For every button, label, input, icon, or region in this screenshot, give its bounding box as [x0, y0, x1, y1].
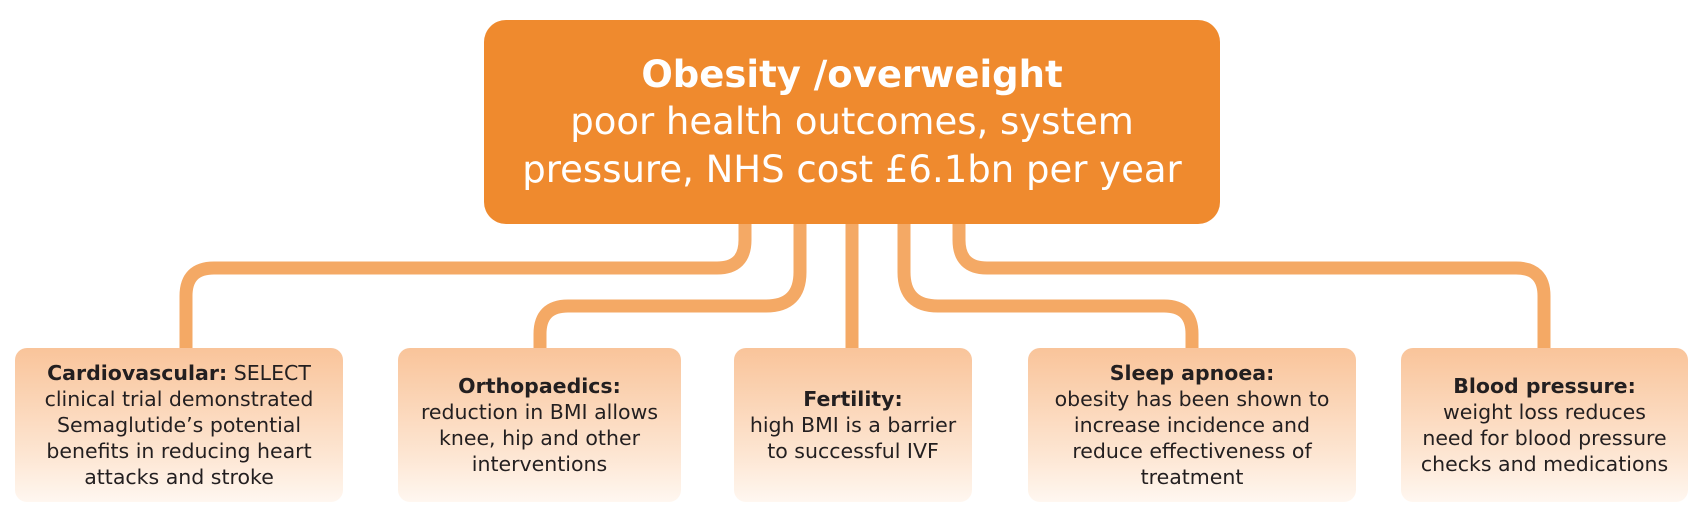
branch-label: Orthopaedics: — [458, 374, 621, 398]
branch-label: Blood pressure: — [1453, 374, 1636, 398]
branch-text: obesity has been shown to increase incid… — [1054, 387, 1330, 489]
connector-orthopaedics — [533, 224, 807, 348]
branch-blood-pressure: Blood pressure: weight loss reduces need… — [1401, 348, 1688, 502]
branch-text: weight loss reduces need for blood press… — [1420, 400, 1669, 476]
root-title: Obesity /overweight — [641, 52, 1063, 96]
root-description: poor health outcomes, system pressure, N… — [522, 99, 1182, 191]
branch-text: SELECT clinical trial demonstrated Semag… — [44, 361, 314, 489]
branch-text: reduction in BMI allows knee, hip and ot… — [420, 400, 659, 476]
connector-blood-pressure — [952, 224, 1551, 348]
branch-cardiovascular: Cardiovascular: SELECT clinical trial de… — [15, 348, 343, 502]
branch-text: high BMI is a barrier to successful IVF — [749, 413, 957, 463]
branch-orthopaedics: Orthopaedics: reduction in BMI allows kn… — [398, 348, 681, 502]
branch-fertility: Fertility: high BMI is a barrier to succ… — [734, 348, 972, 502]
root-node: Obesity /overweight poor health outcomes… — [484, 20, 1220, 224]
branch-label: Sleep apnoea: — [1109, 361, 1275, 385]
branch-label: Cardiovascular: — [47, 361, 228, 385]
connector-cardiovascular — [179, 224, 752, 348]
connector-sleep-apnoea — [897, 224, 1199, 348]
branch-sleep-apnoea: Sleep apnoea: obesity has been shown to … — [1028, 348, 1356, 502]
branch-label: Fertility: — [803, 387, 903, 411]
